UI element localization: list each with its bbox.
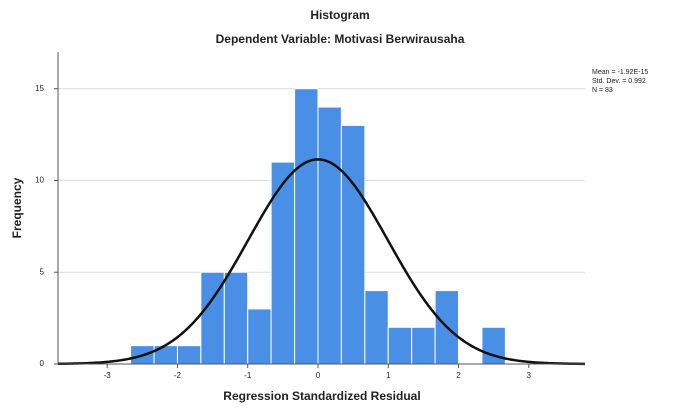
stat-label: Std. Dev. = 0.992 — [592, 78, 646, 85]
x-tick-label: -1 — [244, 371, 252, 380]
bar — [364, 290, 389, 365]
normal-curve — [57, 158, 586, 366]
y-axis-label: Frequency — [10, 177, 24, 238]
bar — [387, 326, 413, 365]
x-axis-label: Regression Standardized Residual — [223, 389, 420, 403]
x-tick-label: -2 — [174, 371, 182, 380]
x-tick-label: 2 — [456, 371, 461, 380]
chart-subtitle: Dependent Variable: Motivasi Berwirausah… — [216, 32, 465, 46]
bar — [294, 88, 319, 365]
y-tick-label: 0 — [40, 359, 45, 368]
x-tick-label: 0 — [316, 371, 321, 380]
y-tick-label: 5 — [40, 267, 45, 276]
bar — [223, 271, 249, 365]
x-tick-label: 3 — [527, 371, 532, 380]
x-tick-label: -3 — [104, 371, 112, 380]
bar — [176, 345, 202, 365]
bar — [411, 326, 436, 365]
x-tick-label: 1 — [386, 371, 391, 380]
y-tick-label: 15 — [35, 84, 44, 93]
bar — [247, 308, 272, 365]
bar — [270, 161, 296, 365]
stat-label: N = 83 — [592, 87, 613, 94]
stat-label: Mean = -1.92E-15 — [592, 69, 648, 76]
chart-title: Histogram — [310, 8, 369, 22]
bar — [317, 106, 342, 365]
bar — [340, 124, 366, 365]
y-tick-label: 10 — [35, 176, 44, 185]
